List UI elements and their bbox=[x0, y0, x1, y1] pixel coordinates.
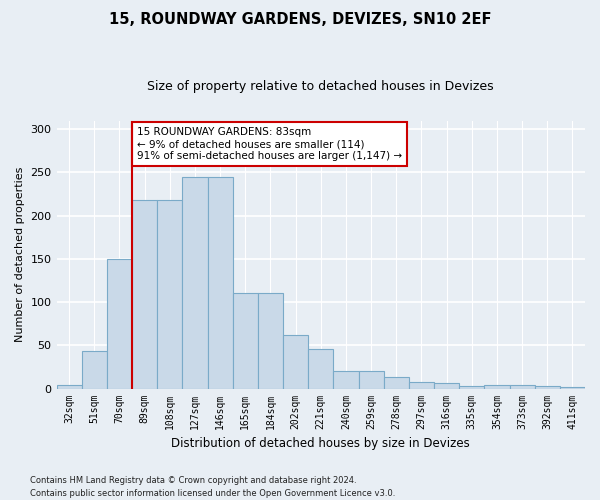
Bar bbox=[283, 335, 308, 388]
X-axis label: Distribution of detached houses by size in Devizes: Distribution of detached houses by size … bbox=[172, 437, 470, 450]
Bar bbox=[334, 372, 359, 388]
Bar bbox=[459, 386, 484, 388]
Text: 15 ROUNDWAY GARDENS: 83sqm
← 9% of detached houses are smaller (114)
91% of semi: 15 ROUNDWAY GARDENS: 83sqm ← 9% of detac… bbox=[137, 128, 402, 160]
Bar bbox=[308, 349, 334, 389]
Bar bbox=[157, 200, 182, 388]
Bar bbox=[132, 200, 157, 388]
Bar bbox=[208, 176, 233, 388]
Text: 15, ROUNDWAY GARDENS, DEVIZES, SN10 2EF: 15, ROUNDWAY GARDENS, DEVIZES, SN10 2EF bbox=[109, 12, 491, 28]
Bar bbox=[233, 294, 258, 388]
Text: Contains HM Land Registry data © Crown copyright and database right 2024.
Contai: Contains HM Land Registry data © Crown c… bbox=[30, 476, 395, 498]
Y-axis label: Number of detached properties: Number of detached properties bbox=[15, 167, 25, 342]
Bar bbox=[258, 294, 283, 388]
Bar bbox=[56, 385, 82, 388]
Bar bbox=[359, 372, 383, 388]
Bar bbox=[560, 387, 585, 388]
Bar bbox=[484, 385, 509, 388]
Bar bbox=[107, 259, 132, 388]
Bar bbox=[434, 382, 459, 388]
Bar bbox=[535, 386, 560, 388]
Bar bbox=[509, 385, 535, 388]
Title: Size of property relative to detached houses in Devizes: Size of property relative to detached ho… bbox=[148, 80, 494, 93]
Bar bbox=[182, 176, 208, 388]
Bar bbox=[409, 382, 434, 388]
Bar bbox=[383, 378, 409, 388]
Bar bbox=[82, 352, 107, 389]
